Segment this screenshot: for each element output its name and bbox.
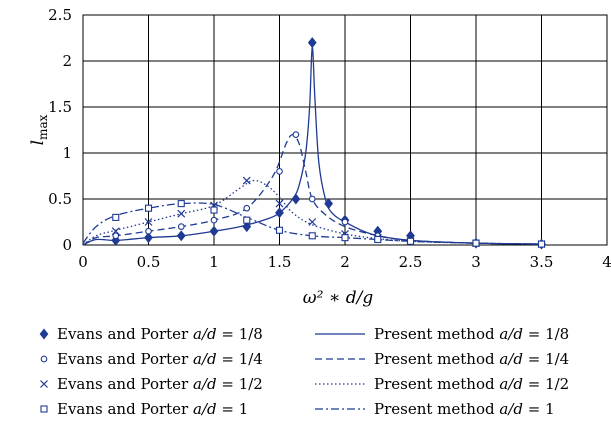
markers bbox=[111, 37, 546, 250]
data-point-series-4 bbox=[243, 216, 251, 224]
legend-label-right-1: Present method a/d = 1/8 bbox=[374, 325, 569, 343]
data-point-series-4 bbox=[406, 237, 415, 245]
data-point-series-3 bbox=[144, 218, 153, 226]
data-point-series-4 bbox=[112, 213, 120, 221]
data-point-series-3 bbox=[308, 218, 317, 226]
data-point-series-3 bbox=[177, 209, 186, 218]
legend-label-right-3: Present method a/d = 1/2 bbox=[374, 375, 569, 393]
y-tick-label: 0.5 bbox=[48, 190, 72, 208]
grid bbox=[82, 14, 608, 246]
data-point-series-2 bbox=[210, 216, 218, 224]
y-tick-label: 2 bbox=[62, 52, 72, 70]
x-tick-label: 3 bbox=[471, 253, 481, 271]
data-point-series-3 bbox=[275, 199, 284, 208]
legend-label-left-3: Evans and Porter a/d = 1/2 bbox=[57, 375, 263, 393]
data-point-series-4 bbox=[308, 232, 316, 240]
data-point-series-4 bbox=[341, 234, 349, 242]
data-point-series-3 bbox=[242, 176, 251, 185]
data-point-series-1 bbox=[291, 193, 301, 205]
data-point-series-1 bbox=[275, 207, 284, 219]
x-tick-label: 0 bbox=[78, 253, 88, 271]
data-point-series-4 bbox=[472, 239, 480, 247]
data-point-series-1 bbox=[242, 221, 252, 233]
legend-marker-1 bbox=[39, 328, 49, 340]
x-tick-label: 4 bbox=[602, 253, 611, 271]
tick-labels: 0 0.5 1 1.5 2 2.5 3 3.5 4 0 0.5 1 1.5 2 2.5 bbox=[48, 6, 611, 271]
y-tick-label: 1.5 bbox=[48, 98, 72, 116]
series-line-2 bbox=[82, 133, 542, 246]
x-axis-label-text: ω² ∗ d/g bbox=[303, 288, 374, 308]
data-point-series-2 bbox=[276, 168, 283, 175]
data-point-series-4 bbox=[210, 206, 218, 214]
data-point-series-4 bbox=[275, 226, 284, 234]
data-point-series-1 bbox=[144, 232, 153, 244]
data-point-series-2 bbox=[243, 204, 251, 212]
x-axis-label: ω² ∗ d/g bbox=[303, 288, 374, 308]
data-point-series-4 bbox=[144, 204, 153, 212]
series-line-1 bbox=[82, 46, 542, 246]
curves bbox=[82, 46, 542, 246]
y-axis-label: lmax bbox=[28, 114, 50, 145]
data-point-series-1 bbox=[209, 225, 219, 237]
legend-marker-4 bbox=[40, 405, 48, 413]
data-point-series-1 bbox=[307, 37, 317, 49]
x-tick-label: 0.5 bbox=[137, 253, 161, 271]
data-point-series-2 bbox=[308, 195, 316, 203]
y-tick-label: 2.5 bbox=[48, 6, 72, 24]
data-point-series-1 bbox=[324, 198, 334, 210]
y-tick-label: 0 bbox=[62, 236, 72, 254]
data-point-series-4 bbox=[374, 235, 382, 244]
y-tick-label: 1 bbox=[62, 144, 72, 162]
data-point-series-4 bbox=[177, 200, 185, 208]
legend: Evans and Porter a/d = 1/8 Evans and Port… bbox=[39, 325, 569, 418]
x-tick-label: 3.5 bbox=[530, 253, 554, 271]
legend-label-left-2: Evans and Porter a/d = 1/4 bbox=[57, 350, 263, 368]
data-point-series-4 bbox=[537, 240, 546, 248]
x-tick-label: 1.5 bbox=[268, 253, 292, 271]
data-point-series-2 bbox=[177, 223, 185, 230]
data-point-series-2 bbox=[341, 218, 349, 226]
legend-label-left-1: Evans and Porter a/d = 1/8 bbox=[57, 325, 263, 343]
x-tick-label: 1 bbox=[209, 253, 219, 271]
data-point-series-2 bbox=[292, 131, 300, 138]
data-point-series-2 bbox=[112, 232, 120, 240]
x-tick-label: 2.5 bbox=[399, 253, 423, 271]
data-point-series-1 bbox=[176, 230, 186, 242]
legend-label-right-4: Present method a/d = 1 bbox=[374, 400, 555, 418]
legend-marker-3 bbox=[40, 380, 48, 388]
data-point-series-3 bbox=[111, 227, 120, 236]
legend-label-right-2: Present method a/d = 1/4 bbox=[374, 350, 569, 368]
legend-label-left-4: Evans and Porter a/d = 1 bbox=[57, 400, 248, 418]
data-point-series-2 bbox=[145, 227, 152, 235]
x-tick-label: 2 bbox=[340, 253, 350, 271]
y-axis-label-text: lmax bbox=[28, 114, 50, 145]
legend-marker-2 bbox=[40, 355, 48, 363]
